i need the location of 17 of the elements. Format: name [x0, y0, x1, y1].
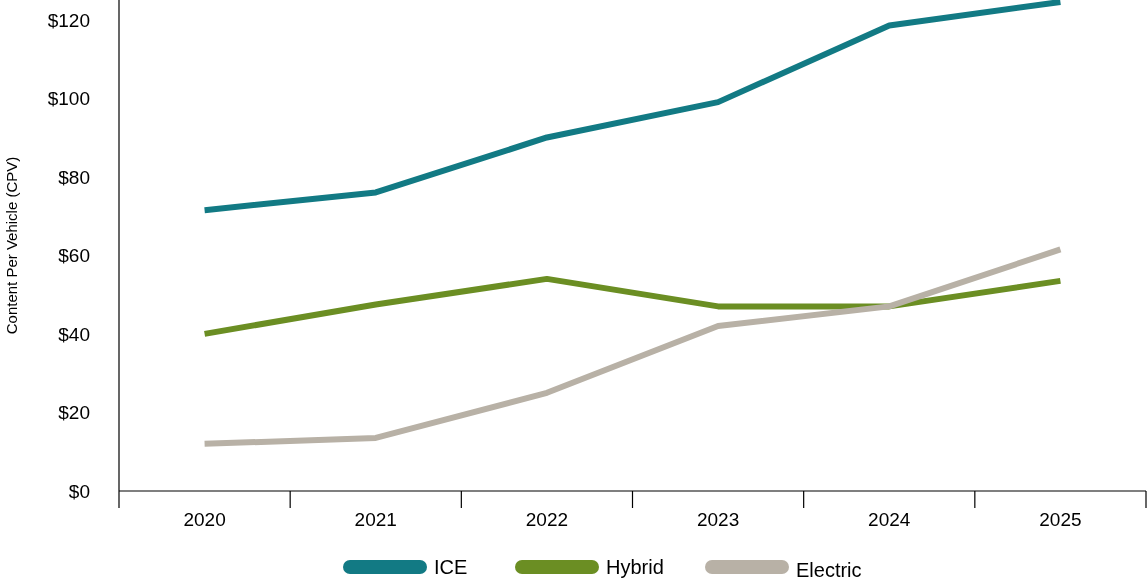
- y-tick-label: $100: [47, 88, 90, 110]
- legend-label: ICE: [434, 556, 468, 578]
- x-tick-label: 2025: [1039, 509, 1082, 530]
- y-tick-label: $80: [58, 166, 90, 188]
- x-tick-label: 2023: [696, 509, 740, 530]
- x-tick-label: 2020: [183, 509, 226, 530]
- legend-label: Electric: [796, 559, 862, 581]
- y-tick-label: $40: [58, 323, 90, 345]
- y-tick-label: $120: [47, 9, 90, 31]
- y-axis-title: Content Per Vehicle (CPV): [3, 156, 20, 335]
- x-tick-label: 2024: [868, 509, 911, 530]
- legend-label: Hybrid: [606, 556, 664, 578]
- y-tick-label: $20: [58, 402, 90, 424]
- y-tick-label: $60: [58, 245, 90, 267]
- x-tick-label: 2021: [354, 509, 397, 530]
- x-tick-label: 2022: [525, 509, 569, 530]
- y-tick-label: $0: [68, 481, 90, 502]
